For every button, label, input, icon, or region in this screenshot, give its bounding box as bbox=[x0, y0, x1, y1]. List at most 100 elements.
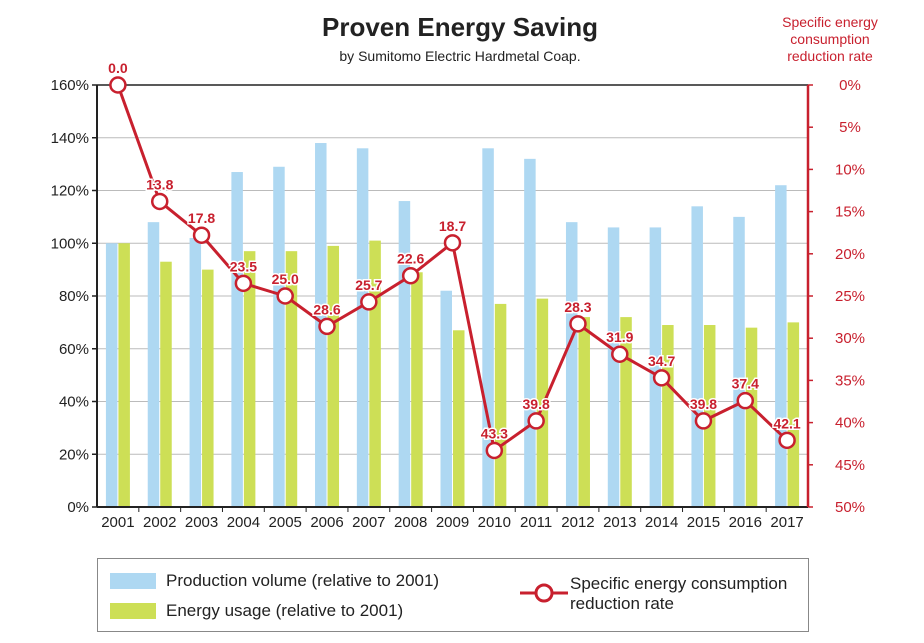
reduction-rate-data-label: 42.1 bbox=[773, 415, 800, 431]
reduction-rate-point bbox=[611, 345, 629, 363]
bar-energy bbox=[662, 325, 674, 507]
right-tick-label: 35% bbox=[835, 372, 865, 389]
reduction-rate-data-label: 18.7 bbox=[439, 218, 466, 234]
x-tick-label: 2013 bbox=[603, 514, 636, 531]
right-tick-label: 50% bbox=[835, 499, 865, 516]
bar-energy bbox=[620, 317, 632, 507]
bar-energy bbox=[494, 303, 507, 507]
reduction-rate-point bbox=[694, 412, 713, 430]
reduction-rate-point bbox=[318, 317, 336, 336]
bar-production bbox=[607, 227, 620, 508]
left-tick-label: 160% bbox=[51, 77, 89, 94]
reduction-rate-point bbox=[652, 369, 671, 387]
reduction-rate-line bbox=[116, 84, 789, 452]
bar-energy bbox=[285, 251, 298, 507]
reduction-rate-data-label: 25.0 bbox=[272, 271, 299, 287]
chart-subtitle: by Sumitomo Electric Hardmetal Coap. bbox=[339, 48, 581, 64]
bar-energy bbox=[202, 269, 214, 507]
bar-energy bbox=[787, 322, 800, 507]
reduction-rate-data-label: 22.6 bbox=[397, 251, 424, 267]
bar-energy bbox=[369, 240, 381, 508]
x-tick-label: 2003 bbox=[185, 514, 218, 531]
bar-production bbox=[105, 243, 118, 507]
x-tick-label: 2010 bbox=[478, 514, 511, 531]
left-tick-label: 60% bbox=[59, 341, 89, 358]
right-tick-label: 20% bbox=[835, 246, 865, 263]
x-tick-label: 2001 bbox=[101, 514, 134, 531]
reduction-rate-point bbox=[109, 76, 127, 94]
x-tick-label: 2009 bbox=[436, 514, 469, 531]
right-axis-title-line3: reduction rate bbox=[787, 48, 873, 64]
reduction-rate-point bbox=[234, 274, 253, 293]
reduction-rate-data-label: 37.4 bbox=[732, 376, 759, 392]
x-tick-label: 2008 bbox=[394, 514, 427, 531]
bar-production bbox=[649, 227, 662, 508]
bar-production bbox=[565, 222, 578, 507]
bar-production bbox=[775, 185, 787, 507]
reduction-rate-point bbox=[401, 266, 420, 285]
chart-title: Proven Energy Saving bbox=[322, 12, 598, 42]
reduction-rate-data-label: 13.8 bbox=[146, 176, 173, 192]
bar-energy bbox=[411, 272, 423, 507]
legend-label-reduction-line1: Specific energy consumption bbox=[570, 574, 788, 593]
reduction-rate-data-label: 25.7 bbox=[355, 277, 382, 293]
reduction-rate-point bbox=[150, 192, 169, 211]
legend-label-reduction-rate: Specific energy consumption reduction ra… bbox=[570, 574, 787, 614]
bar-energy bbox=[118, 243, 130, 507]
reduction-rate-point bbox=[736, 391, 755, 410]
x-tick-label: 2002 bbox=[143, 514, 176, 531]
bar-production bbox=[273, 166, 285, 507]
right-tick-label: 45% bbox=[835, 457, 865, 474]
legend-label-production: Production volume (relative to 2001) bbox=[166, 571, 440, 590]
left-tick-label: 100% bbox=[51, 235, 89, 252]
x-tick-label: 2014 bbox=[645, 514, 678, 531]
reduction-rate-point bbox=[527, 412, 545, 430]
reduction-rate-data-label: 28.6 bbox=[313, 301, 340, 317]
x-tick-label: 2011 bbox=[520, 514, 552, 531]
left-tick-label: 80% bbox=[59, 288, 89, 305]
reduction-rate-data-label: 0.0 bbox=[108, 60, 128, 76]
legend: Production volume (relative to 2001) Ene… bbox=[97, 558, 809, 632]
legend-label-reduction-line2: reduction rate bbox=[570, 594, 674, 613]
reduction-rate-data-label: 34.7 bbox=[648, 353, 675, 369]
right-tick-label: 25% bbox=[835, 288, 865, 305]
bar-energy bbox=[160, 261, 172, 507]
left-tick-label: 140% bbox=[51, 130, 89, 147]
legend-item-production: Production volume (relative to 2001) bbox=[110, 571, 439, 591]
legend-label-energy: Energy usage (relative to 2001) bbox=[166, 601, 404, 620]
bar-energy bbox=[745, 327, 758, 507]
left-tick-label: 40% bbox=[59, 394, 89, 411]
bar-production bbox=[398, 201, 411, 508]
right-axis-title-line1: Specific energy bbox=[782, 14, 878, 30]
x-tick-label: 2005 bbox=[269, 514, 302, 531]
right-tick-label: 10% bbox=[835, 161, 865, 178]
left-tick-label: 20% bbox=[59, 446, 89, 463]
bar-energy bbox=[453, 330, 465, 507]
right-tick-label: 15% bbox=[835, 204, 865, 221]
reduction-rate-point bbox=[485, 441, 504, 460]
bar-production bbox=[524, 158, 536, 507]
reduction-rate-data-label: 28.3 bbox=[564, 299, 591, 315]
reduction-rate-data-label: 23.5 bbox=[230, 258, 257, 274]
bar-production bbox=[691, 206, 703, 507]
x-tick-label: 2006 bbox=[310, 514, 343, 531]
x-tick-label: 2012 bbox=[561, 514, 594, 531]
bar-production bbox=[733, 216, 745, 507]
x-tick-label: 2007 bbox=[352, 514, 385, 531]
reduction-rate-point bbox=[276, 287, 294, 305]
reduction-rate-point bbox=[443, 234, 462, 252]
reduction-rate-point bbox=[192, 226, 211, 244]
reduction-rate-data-label: 31.9 bbox=[606, 329, 633, 345]
right-tick-label: 5% bbox=[839, 119, 861, 136]
reduction-rate-point bbox=[778, 431, 796, 450]
reduction-rate-point bbox=[360, 293, 378, 311]
left-tick-label: 120% bbox=[51, 183, 89, 200]
bar-energy bbox=[327, 245, 340, 507]
right-axis-title: Specific energy consumption reduction ra… bbox=[750, 14, 910, 65]
legend-item-energy: Energy usage (relative to 2001) bbox=[110, 601, 403, 621]
right-tick-label: 30% bbox=[835, 330, 865, 347]
reduction-rate-data-label: 17.8 bbox=[188, 210, 215, 226]
bar-production bbox=[189, 237, 202, 507]
x-tick-label: 2017 bbox=[770, 514, 803, 531]
right-tick-label: 0% bbox=[839, 77, 861, 94]
